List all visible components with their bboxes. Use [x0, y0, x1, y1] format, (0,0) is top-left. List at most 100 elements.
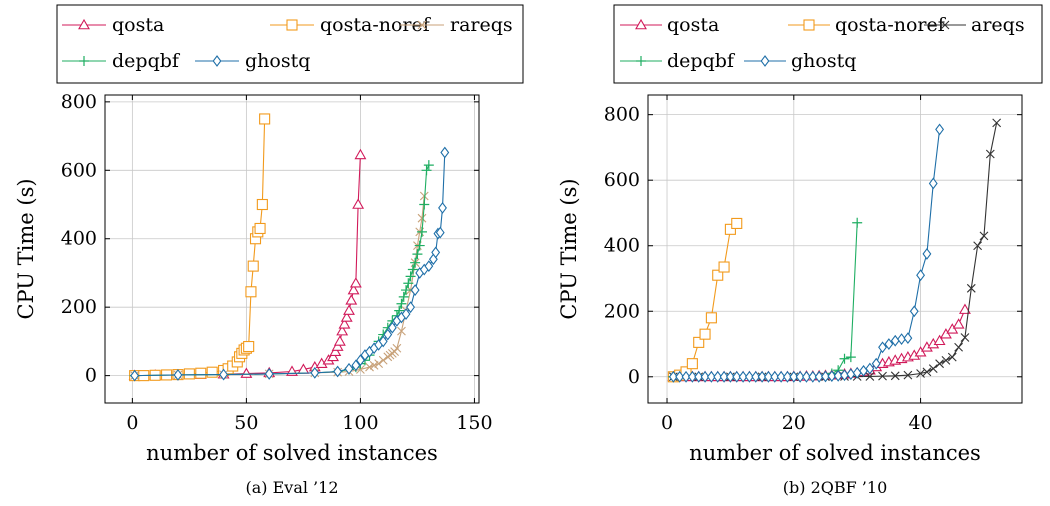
legend-marker	[940, 20, 950, 30]
x-tick-label: 50	[234, 412, 258, 434]
data-point-ghostq	[814, 370, 824, 383]
data-point-ghostq	[410, 284, 420, 296]
data-point-qosta-noref	[259, 113, 271, 125]
data-point-ghostq	[130, 369, 140, 382]
data-point-depqbf	[394, 305, 405, 316]
legend-label: ghostq	[791, 50, 856, 72]
data-point-areqs	[954, 342, 963, 352]
data-point-qosta	[340, 311, 353, 322]
data-point-areqs	[992, 118, 1002, 128]
panel-eval-12: 0 50 100 150 0 200 400 600 800 number of solved i…	[14, 4, 524, 497]
data-point-depqbf	[421, 165, 432, 176]
legend-entry-qosta-noref: qosta-noref	[270, 14, 432, 36]
data-point-qosta	[329, 345, 342, 356]
data-point-ghostq	[713, 370, 723, 383]
data-point-qosta-noref	[686, 358, 698, 370]
data-point-qosta	[352, 198, 365, 209]
legend-marker	[636, 56, 646, 66]
data-point-ghostq	[424, 260, 434, 273]
legend-entry-qosta-noref: qosta-noref	[788, 14, 947, 36]
series-areqs	[668, 118, 1002, 382]
series-depqbf	[129, 160, 434, 381]
data-point-ghostq	[789, 370, 799, 383]
data-point-rareqs	[392, 343, 402, 353]
data-point-areqs	[973, 241, 983, 251]
legend-label: qosta-noref	[320, 14, 432, 36]
legend-label: qosta-noref	[835, 14, 947, 36]
y-tick-label: 0	[628, 366, 640, 388]
plot-frame	[647, 94, 1023, 404]
data-point-qosta-noref	[699, 328, 711, 340]
data-point-depqbf	[423, 160, 434, 171]
series-line-qosta-noref	[673, 223, 738, 378]
data-point-ghostq	[922, 247, 932, 260]
data-point-depqbf	[403, 278, 414, 289]
data-point-ghostq	[431, 246, 441, 259]
data-point-qosta-noref	[206, 366, 218, 378]
data-point-ghostq	[897, 333, 906, 346]
y-axis-label: CPU Time (s)	[14, 178, 38, 319]
data-point-ghostq	[438, 202, 447, 214]
data-point-ghostq	[764, 370, 773, 383]
figure-caption: (a) Eval ’12	[245, 478, 338, 497]
data-point-rareqs	[419, 191, 429, 201]
data-point-areqs	[985, 149, 995, 159]
data-point-qosta	[327, 350, 339, 362]
legend-marker	[417, 20, 427, 30]
y-tick-label: 200	[604, 300, 640, 322]
data-point-areqs	[947, 352, 957, 362]
data-point-ghostq	[751, 370, 761, 383]
data-point-ghostq	[351, 359, 361, 372]
data-point-rareqs	[369, 360, 379, 370]
series-rareqs	[130, 191, 429, 381]
legend-box	[613, 4, 1043, 84]
y-tick-label: 800	[604, 104, 640, 126]
legend-marker	[286, 19, 298, 31]
data-point-ghostq	[173, 369, 183, 381]
data-point-areqs	[960, 333, 970, 342]
data-point-areqs	[979, 231, 989, 241]
data-point-ghostq	[406, 301, 416, 314]
data-point-ghostq	[668, 370, 678, 383]
legend-label: ghostq	[245, 50, 310, 72]
data-point-depqbf	[396, 298, 407, 309]
data-point-qosta	[331, 340, 344, 351]
data-point-depqbf	[398, 291, 409, 302]
x-tick-label: 20	[782, 412, 806, 434]
data-point-qosta-noref	[195, 367, 207, 379]
data-point-ghostq	[344, 362, 354, 375]
legend-label: qosta	[112, 14, 164, 36]
data-point-qosta-noref	[705, 312, 717, 324]
series-line-qosta	[673, 309, 966, 378]
legend-entry-depqbf: depqbf	[620, 50, 736, 72]
data-point-areqs	[865, 372, 875, 381]
series-ghostq	[130, 146, 450, 382]
data-point-depqbf	[407, 264, 418, 275]
y-tick-label: 600	[61, 159, 97, 181]
data-point-qosta	[345, 294, 358, 305]
data-point-qosta	[933, 334, 946, 346]
data-point-qosta	[333, 335, 346, 346]
legend-entry-rareqs: rareqs	[400, 14, 513, 36]
data-point-ghostq	[833, 369, 843, 382]
data-point-qosta	[343, 304, 355, 315]
data-point-depqbf	[852, 217, 863, 228]
y-tick-label: 800	[61, 91, 97, 113]
legend-entry-depqbf: depqbf	[62, 50, 181, 72]
data-point-ghostq	[383, 328, 393, 341]
legend-marker	[760, 55, 770, 67]
legend-label: qosta	[667, 14, 719, 36]
data-point-ghostq	[827, 370, 837, 383]
data-point-qosta-noref	[183, 368, 195, 380]
data-point-rareqs	[417, 213, 427, 223]
data-point-qosta	[240, 367, 253, 378]
data-point-ghostq	[770, 370, 780, 383]
data-point-ghostq	[440, 146, 450, 159]
legend: qosta qosta-noref rareqs depqbf ghostq	[56, 4, 524, 84]
data-point-ghostq	[401, 308, 411, 320]
data-point-qosta-noref	[254, 222, 266, 235]
data-point-qosta	[338, 318, 351, 329]
